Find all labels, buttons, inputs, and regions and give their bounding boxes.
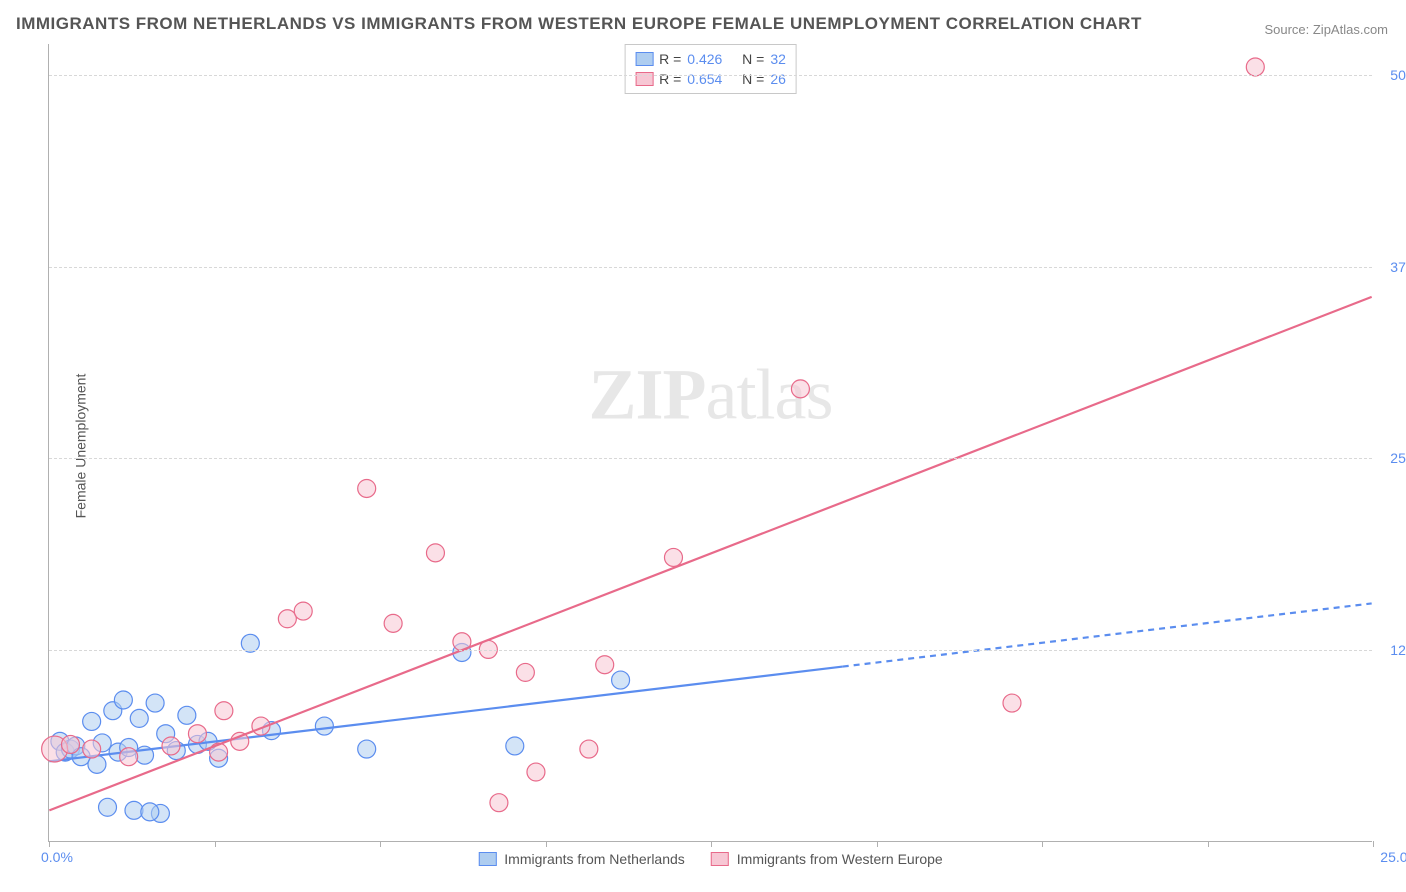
gridline — [49, 267, 1372, 268]
scatter-point-western-europe — [580, 740, 598, 758]
x-tick — [215, 841, 216, 847]
scatter-point-western-europe — [120, 748, 138, 766]
scatter-point-netherlands — [506, 737, 524, 755]
scatter-point-western-europe — [1003, 694, 1021, 712]
scatter-point-western-europe — [664, 548, 682, 566]
scatter-point-western-europe — [188, 725, 206, 743]
chart-plot-area: ZIPatlas R = 0.426 N = 32 R = 0.654 N = … — [48, 44, 1372, 842]
x-tick — [1373, 841, 1374, 847]
scatter-point-western-europe — [358, 479, 376, 497]
scatter-point-western-europe — [215, 702, 233, 720]
scatter-point-western-europe — [210, 743, 228, 761]
scatter-point-netherlands — [146, 694, 164, 712]
legend-item-netherlands: Immigrants from Netherlands — [478, 851, 685, 867]
gridline — [49, 75, 1372, 76]
scatter-point-western-europe — [83, 740, 101, 758]
scatter-point-western-europe — [426, 544, 444, 562]
scatter-point-netherlands — [358, 740, 376, 758]
legend-label: Immigrants from Netherlands — [504, 851, 685, 867]
gridline — [49, 650, 1372, 651]
scatter-point-western-europe — [384, 614, 402, 632]
y-tick-label: 12.5% — [1390, 642, 1406, 658]
scatter-point-western-europe — [490, 794, 508, 812]
scatter-point-netherlands — [83, 712, 101, 730]
scatter-point-western-europe — [791, 380, 809, 398]
x-max-label: 25.0% — [1380, 849, 1406, 865]
x-tick — [1042, 841, 1043, 847]
regression-line-dashed-netherlands — [843, 603, 1372, 666]
x-tick — [877, 841, 878, 847]
x-tick — [380, 841, 381, 847]
chart-title: IMMIGRANTS FROM NETHERLANDS VS IMMIGRANT… — [16, 14, 1142, 34]
scatter-point-western-europe — [516, 663, 534, 681]
scatter-point-western-europe — [294, 602, 312, 620]
x-tick — [711, 841, 712, 847]
x-tick — [49, 841, 50, 847]
scatter-point-netherlands — [114, 691, 132, 709]
scatter-point-netherlands — [612, 671, 630, 689]
y-tick-label: 25.0% — [1390, 450, 1406, 466]
scatter-point-netherlands — [99, 798, 117, 816]
scatter-point-western-europe — [527, 763, 545, 781]
x-tick — [1208, 841, 1209, 847]
x-tick — [546, 841, 547, 847]
scatter-point-netherlands — [130, 709, 148, 727]
x-origin-label: 0.0% — [41, 849, 73, 865]
scatter-point-western-europe — [162, 737, 180, 755]
regression-line-western-europe — [49, 297, 1371, 810]
scatter-point-netherlands — [178, 706, 196, 724]
y-tick-label: 50.0% — [1390, 67, 1406, 83]
scatter-point-western-europe — [61, 735, 79, 753]
series-legend: Immigrants from Netherlands Immigrants f… — [478, 851, 942, 867]
swatch-blue-icon — [478, 852, 496, 866]
scatter-point-netherlands — [315, 717, 333, 735]
scatter-point-western-europe — [278, 610, 296, 628]
swatch-pink-icon — [711, 852, 729, 866]
scatter-point-western-europe — [1246, 58, 1264, 76]
y-tick-label: 37.5% — [1390, 259, 1406, 275]
scatter-point-netherlands — [125, 801, 143, 819]
gridline — [49, 458, 1372, 459]
scatter-svg — [49, 44, 1372, 841]
scatter-point-netherlands — [141, 803, 159, 821]
legend-item-western-europe: Immigrants from Western Europe — [711, 851, 943, 867]
scatter-point-western-europe — [596, 656, 614, 674]
legend-label: Immigrants from Western Europe — [737, 851, 943, 867]
source-attribution: Source: ZipAtlas.com — [1264, 22, 1388, 37]
